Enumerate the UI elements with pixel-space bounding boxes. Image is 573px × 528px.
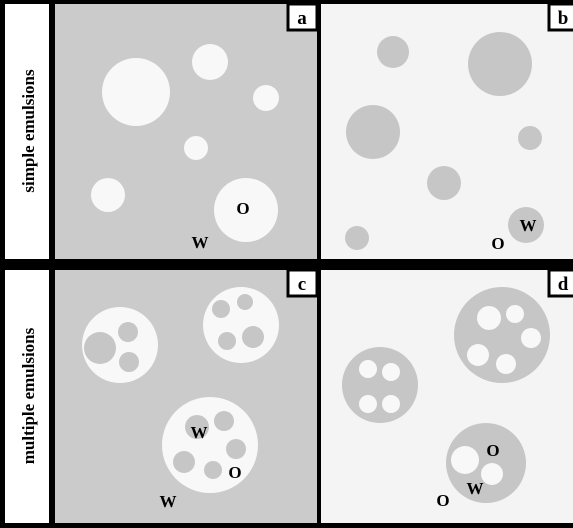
phase-label: W: [520, 216, 537, 235]
panel-a: [55, 4, 317, 259]
phase-label: O: [486, 441, 499, 460]
phase-label: W: [467, 479, 484, 498]
panel-label: a: [297, 8, 307, 29]
phase-label: O: [491, 234, 504, 253]
figure: simple emulsions multiple emulsions: [0, 0, 573, 528]
row-label: simple emulsions: [19, 69, 38, 193]
phase-label: W: [192, 233, 209, 252]
phase-label: W: [160, 492, 177, 511]
phase-label: O: [228, 463, 241, 482]
row-label: multiple emulsions: [19, 327, 38, 464]
phase-label: O: [436, 491, 449, 510]
phase-label: W: [191, 423, 208, 442]
phase-label: O: [236, 199, 249, 218]
panel-label: d: [558, 274, 569, 295]
panel-label: c: [298, 274, 306, 295]
panel-label: b: [558, 8, 569, 29]
